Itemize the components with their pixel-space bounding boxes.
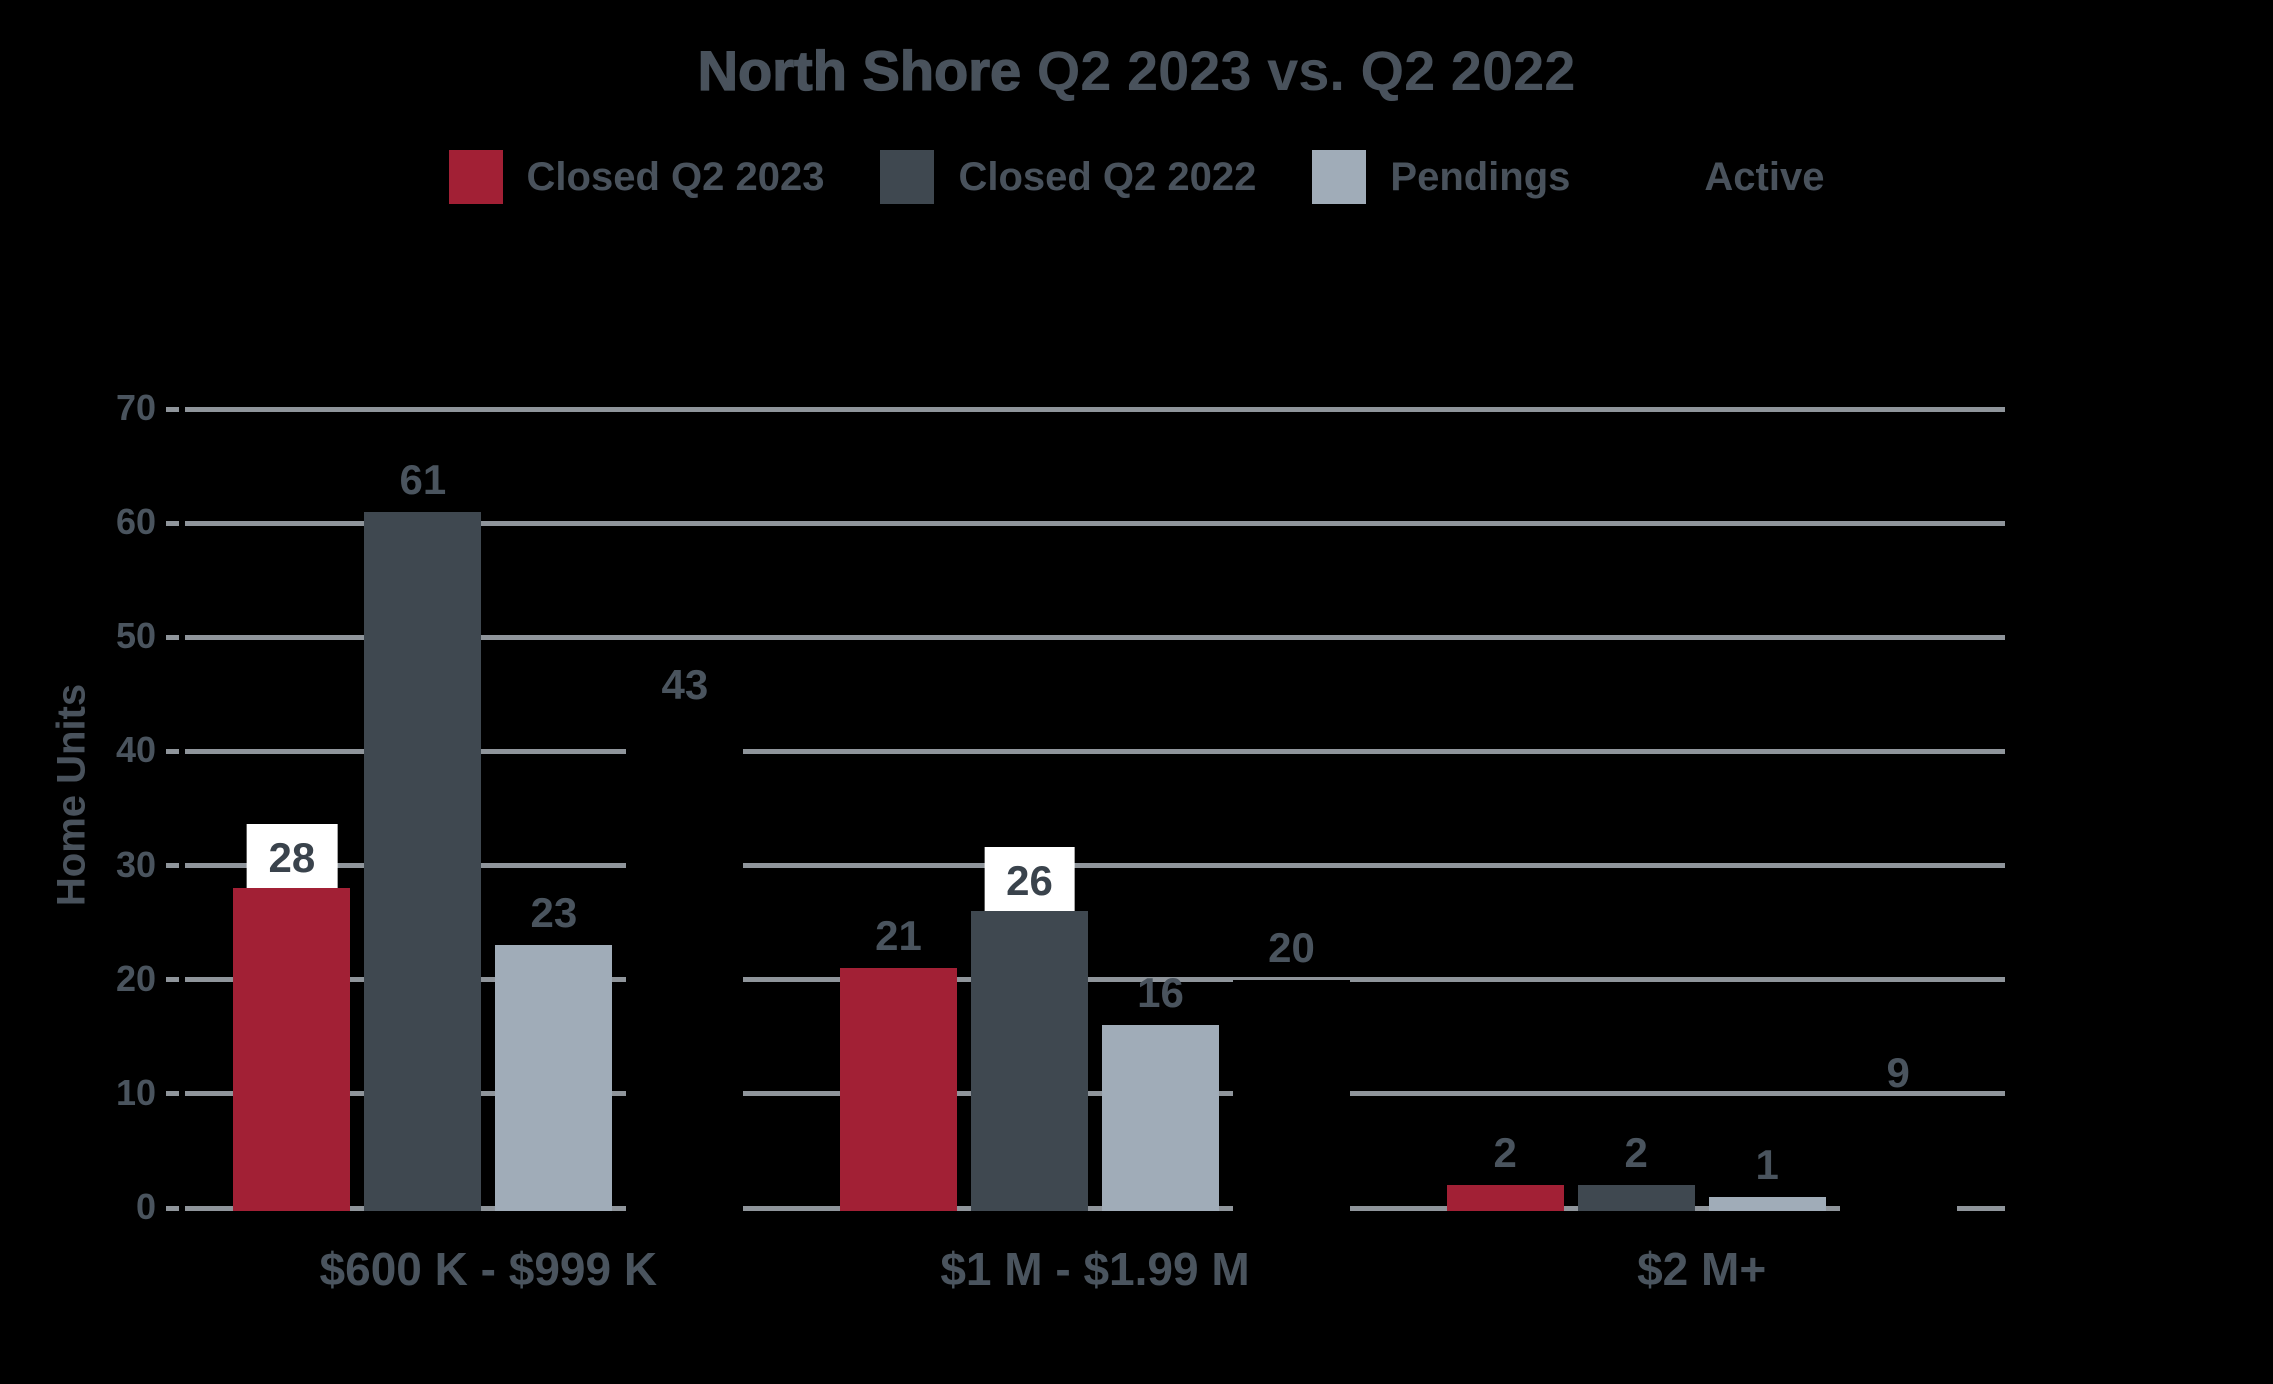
legend: Closed Q2 2023 Closed Q2 2022 Pendings Acti… <box>0 150 2273 204</box>
bar-active-group2 <box>1233 979 1350 1211</box>
gridline-0 <box>185 1205 2005 1211</box>
axis-tick-20 <box>166 977 179 983</box>
y-tick-label-50: 50 <box>115 615 156 657</box>
legend-item-closed-q2-2023: Closed Q2 2023 <box>448 150 825 204</box>
y-tick-label-40: 40 <box>115 729 156 771</box>
category-label-group3: $2 M+ <box>1637 1243 1767 1295</box>
axis-tick-0 <box>166 1205 179 1211</box>
legend-item-pendings: Pendings <box>1312 150 1570 204</box>
y-tick-label-0: 0 <box>135 1186 156 1227</box>
bar-pendings-group3 <box>1708 1196 1826 1211</box>
chart-title-bold: North Shore <box>697 38 1022 102</box>
axis-tick-50 <box>166 634 179 640</box>
bar-closed-q2-2023-group2 <box>840 968 957 1211</box>
legend-label-closed-q2-2023: Closed Q2 2023 <box>526 154 825 199</box>
axis-tick-40 <box>166 748 179 754</box>
value-label-pendings-group3: 1 <box>1755 1140 1779 1188</box>
y-tick-label-60: 60 <box>115 501 156 543</box>
y-tick-label-20: 20 <box>115 957 156 999</box>
value-label-pendings-group1: 23 <box>530 889 578 937</box>
value-label-active-group2: 20 <box>1268 923 1315 971</box>
value-label-closed-q2-2022-group2: 26 <box>984 847 1075 912</box>
gridline-30 <box>185 863 2005 869</box>
gridline-60 <box>185 520 2005 526</box>
y-tick-label-30: 30 <box>115 843 156 885</box>
gridline-20 <box>185 977 2005 983</box>
value-label-closed-q2-2023-group3: 2 <box>1493 1129 1517 1177</box>
bar-active-group3 <box>1839 1105 1957 1211</box>
axis-tick-70 <box>166 406 179 412</box>
y-tick-label-10: 10 <box>115 1071 156 1113</box>
legend-item-closed-q2-2022: Closed Q2 2022 <box>880 150 1256 204</box>
value-label-closed-q2-2022-group1: 61 <box>399 455 447 503</box>
bar-pendings-group2 <box>1102 1025 1219 1211</box>
bar-pendings-group1 <box>495 945 613 1211</box>
gridline-10 <box>185 1091 2005 1097</box>
axis-tick-10 <box>166 1091 179 1097</box>
legend-swatch-closed-q2-2023 <box>448 150 503 204</box>
category-label-group2: $1 M - $1.99 M <box>940 1243 1250 1295</box>
category-label-group1: $600 K - $999 K <box>319 1243 658 1295</box>
legend-swatch-closed-q2-2022 <box>880 150 935 204</box>
bar-closed-q2-2023-group1 <box>233 888 351 1211</box>
value-label-active-group1: 43 <box>661 661 709 709</box>
legend-swatch-pendings <box>1312 150 1367 204</box>
bar-closed-q2-2022-group2 <box>971 911 1088 1211</box>
bar-closed-q2-2023-group3 <box>1446 1185 1564 1211</box>
legend-label-closed-q2-2022: Closed Q2 2022 <box>958 154 1257 199</box>
axis-tick-60 <box>166 520 179 526</box>
value-label-closed-q2-2023-group1: 28 <box>246 824 338 889</box>
gridline-40 <box>185 748 2005 754</box>
chart-title-rest: Q2 2023 vs. Q2 2022 <box>1021 39 1576 102</box>
y-tick-label-70: 70 <box>115 387 156 428</box>
value-label-closed-q2-2023-group2: 21 <box>875 912 922 960</box>
legend-swatch-active <box>1626 150 1681 204</box>
value-label-closed-q2-2022-group3: 2 <box>1624 1129 1648 1177</box>
gridline-50 <box>185 634 2005 640</box>
chart-title: North Shore Q2 2023 vs. Q2 2022 <box>0 38 2273 103</box>
bar-closed-q2-2022-group3 <box>1577 1185 1695 1211</box>
value-label-active-group3: 9 <box>1886 1049 1910 1097</box>
value-label-pendings-group2: 16 <box>1137 969 1184 1017</box>
bar-active-group1 <box>626 717 744 1211</box>
gridline-70 <box>185 406 2005 412</box>
legend-label-pendings: Pendings <box>1390 154 1571 199</box>
bar-closed-q2-2022-group1 <box>364 511 482 1211</box>
legend-label-active: Active <box>1704 154 1825 199</box>
axis-tick-30 <box>166 863 179 869</box>
legend-item-active: Active <box>1626 150 1824 204</box>
